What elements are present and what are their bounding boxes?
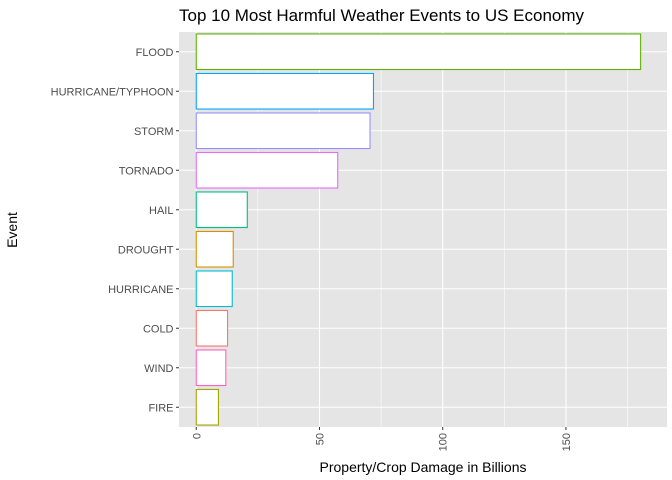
y-tick-label: DROUGHT (118, 244, 174, 256)
y-tick-label: COLD (143, 323, 174, 335)
bar-fire (195, 388, 219, 426)
bar-drought (195, 230, 234, 268)
bar-hurricane (195, 270, 233, 308)
bar-flood (195, 33, 642, 71)
y-tick-label: STORM (134, 126, 174, 138)
y-axis-ticks: FLOOD HURRICANE/TYPHOON STORM TORNADO HAIL DR… (51, 47, 179, 414)
bar-tornado (195, 151, 339, 189)
x-tick-label: 100 (438, 433, 450, 451)
x-tick-label: 0 (191, 433, 203, 439)
x-tick-label: 150 (561, 433, 573, 451)
x-axis-title: Property/Crop Damage in Billions (320, 459, 527, 475)
bar-cold (195, 309, 229, 347)
y-tick-label: HURRICANE/TYPHOON (51, 86, 174, 98)
y-tick-label: HAIL (149, 205, 173, 217)
bars (195, 33, 642, 426)
y-tick-label: WIND (144, 363, 173, 375)
bar-storm (195, 112, 371, 150)
y-tick-label: TORNADO (119, 165, 174, 177)
x-tick-label: 50 (314, 433, 326, 445)
chart-title: Top 10 Most Harmful Weather Events to US… (179, 6, 585, 25)
y-axis-title: Event (4, 212, 20, 248)
bar-hurricane-typhoon (195, 72, 375, 110)
x-axis-ticks: 0 50 100 150 (191, 427, 573, 451)
y-tick-label: FLOOD (136, 47, 174, 59)
bar-hail (195, 191, 248, 229)
y-tick-label: FIRE (148, 402, 173, 414)
y-tick-label: HURRICANE (108, 284, 173, 296)
bar-wind (195, 349, 227, 387)
